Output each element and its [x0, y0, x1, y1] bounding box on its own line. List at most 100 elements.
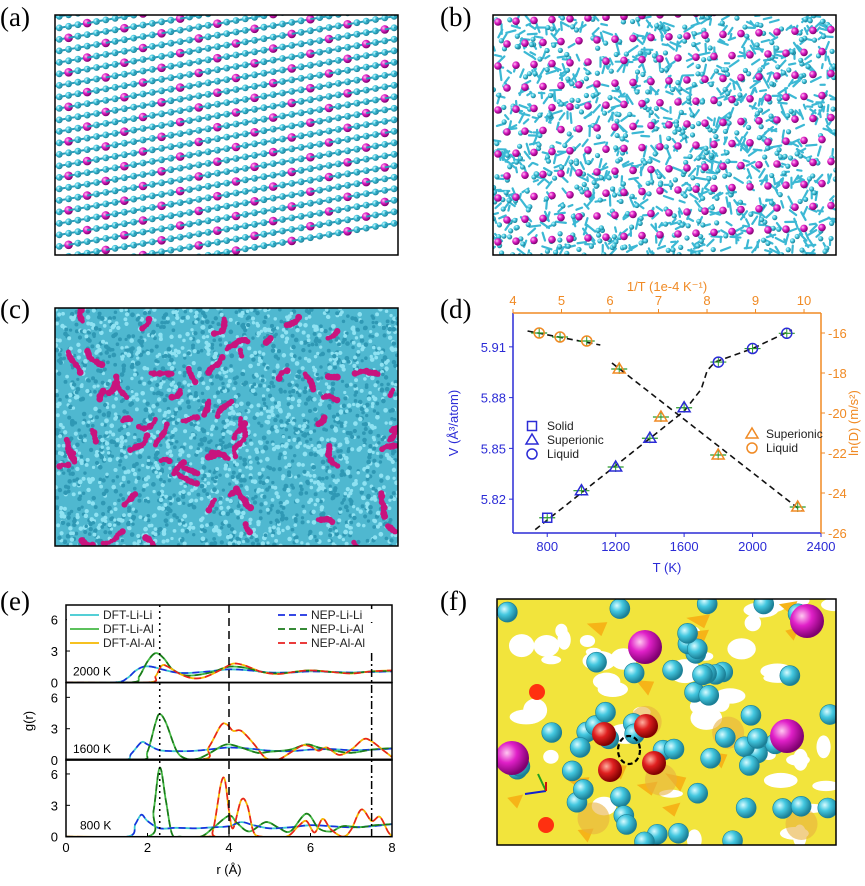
li-atom	[284, 428, 289, 432]
li-trajectory	[758, 178, 769, 183]
li-atom	[215, 466, 220, 471]
li-atom	[242, 457, 247, 463]
li-atom	[634, 202, 640, 209]
bond	[162, 262, 171, 264]
li-trajectory	[551, 93, 556, 102]
li-atom	[165, 393, 169, 398]
superionic-structure-image-b	[493, 15, 836, 255]
li-atom	[770, 225, 776, 231]
li-trajectory	[527, 161, 534, 168]
li-atom	[544, 248, 551, 254]
al-atom	[818, 47, 826, 56]
li-trajectory	[774, 236, 785, 244]
li-atom	[789, 49, 795, 55]
li-trajectory	[615, 42, 621, 56]
li-trajectory	[792, 41, 801, 53]
al-atom	[647, 33, 655, 42]
li-atom	[714, 195, 720, 201]
li-trajectory	[729, 78, 740, 86]
li-atom	[687, 153, 693, 160]
al-atom	[692, 229, 700, 237]
bond	[292, 9, 301, 11]
al-atom	[683, 32, 691, 40]
li-atom	[199, 348, 204, 353]
li-trajectory	[809, 108, 817, 115]
li-atom	[132, 486, 137, 491]
li-trajectory	[610, 104, 623, 109]
li-atom	[279, 423, 284, 428]
li-atom	[125, 385, 131, 391]
li-trajectory	[678, 75, 684, 88]
li-atom	[102, 402, 108, 408]
li-trajectory	[746, 173, 752, 180]
li-atom	[263, 533, 268, 538]
li-atom	[409, 44, 416, 51]
li-atom	[227, 411, 232, 416]
al-atom	[557, 81, 565, 90]
al-atom	[701, 31, 709, 39]
li-atom	[573, 27, 580, 33]
li-atom	[173, 384, 179, 390]
li-atom	[112, 3, 119, 10]
li-atom	[271, 343, 276, 349]
li-atom	[355, 413, 360, 418]
li-trajectory	[541, 231, 547, 242]
li-trajectory	[732, 81, 736, 91]
li-atom	[277, 455, 281, 459]
li-atom	[666, 135, 672, 142]
li-atom	[681, 38, 688, 44]
bond	[115, 5, 124, 7]
bond	[97, 8, 106, 10]
li-atom	[307, 211, 314, 219]
li-atom	[47, 210, 54, 217]
bond	[115, 258, 124, 260]
al-atom	[827, 25, 835, 34]
li-trajectory	[654, 169, 659, 176]
li-atom	[204, 205, 212, 213]
al-atom	[539, 82, 547, 91]
li-atom	[663, 144, 669, 150]
li-atom	[142, 365, 147, 371]
li-trajectory	[592, 15, 600, 22]
li-atom	[273, 417, 278, 423]
li-atom	[57, 312, 62, 317]
al-atom	[503, 216, 511, 224]
li-atom	[206, 481, 211, 486]
li-atom	[307, 343, 311, 348]
li-atom	[379, 362, 384, 367]
li-trajectory	[671, 166, 683, 172]
li-trajectory	[507, 204, 511, 212]
li-atom	[174, 407, 179, 412]
li-atom	[278, 387, 283, 393]
li-atom	[644, 97, 650, 104]
al-atom	[818, 135, 826, 144]
li-atom	[525, 221, 531, 228]
li-atom	[699, 15, 705, 19]
li-trajectory	[564, 135, 574, 145]
li-trajectory	[719, 246, 732, 252]
li-atom	[348, 430, 353, 436]
li-trajectory	[544, 116, 552, 120]
li-atom	[302, 469, 307, 474]
li-atom	[200, 460, 205, 465]
li-trajectory	[784, 233, 790, 246]
li-atom	[514, 224, 520, 231]
li-atom	[74, 322, 79, 327]
li-trajectory	[634, 217, 640, 230]
li-atom	[151, 482, 156, 487]
li-atom	[254, 456, 260, 461]
li-atom	[261, 481, 266, 486]
li-atom	[136, 346, 142, 352]
li-atom	[351, 504, 356, 509]
li-atom	[409, 56, 416, 63]
li-atom	[172, 493, 176, 497]
li-atom	[219, 526, 224, 530]
li-atom	[493, 189, 498, 195]
li-atom	[359, 319, 364, 324]
li-atom	[794, 233, 800, 240]
li-atom	[319, 365, 323, 369]
li-atom	[530, 93, 536, 99]
li-atom	[275, 404, 280, 409]
li-atom	[94, 415, 99, 420]
li-atom	[180, 385, 185, 390]
